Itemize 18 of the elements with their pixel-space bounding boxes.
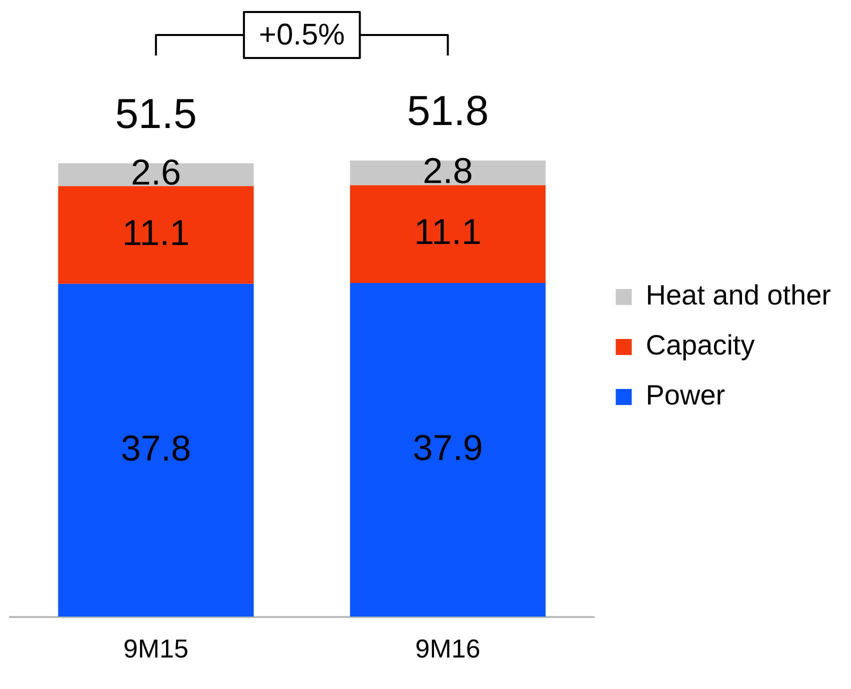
data-label: 2.8 <box>422 150 473 191</box>
text: +0.5% <box>258 18 345 52</box>
data-label: 37.9 <box>412 426 483 468</box>
bar <box>58 186 254 284</box>
legend-label: Power <box>646 380 726 411</box>
data-label: 11.1 <box>414 211 482 252</box>
total-label: 51.8 <box>406 87 489 134</box>
bar <box>350 185 546 283</box>
bar <box>58 284 254 617</box>
data-label: 11.1 <box>122 212 190 253</box>
data-label: 2.6 <box>130 152 181 193</box>
bar <box>350 282 546 617</box>
legend-label: Heat and other <box>646 280 832 311</box>
data-label: 37.8 <box>120 427 191 468</box>
x-tick-label: 9M16 <box>415 634 480 664</box>
legend-label: Capacity <box>646 330 755 361</box>
total-label: 51.5 <box>115 90 197 137</box>
x-tick-label: 9M15 <box>123 634 188 664</box>
